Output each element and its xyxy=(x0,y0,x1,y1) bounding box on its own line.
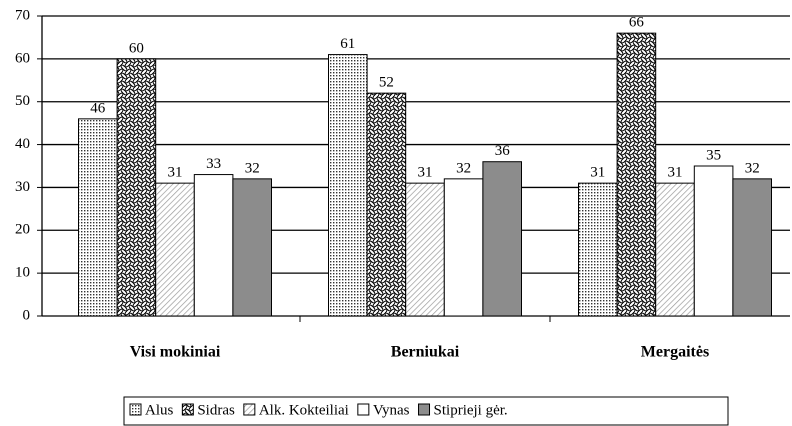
bar xyxy=(78,118,118,317)
x-tick-label: Berniukai xyxy=(391,344,460,361)
y-tick-label: 10 xyxy=(15,265,30,281)
bar xyxy=(732,178,773,317)
bar xyxy=(328,54,368,317)
data-label: 31 xyxy=(590,165,605,181)
data-label: 31 xyxy=(668,165,683,181)
y-tick-label: 20 xyxy=(15,222,30,238)
legend-label: Vynas xyxy=(373,402,410,418)
legend-swatch xyxy=(181,403,194,416)
data-label: 32 xyxy=(456,160,471,176)
data-label: 52 xyxy=(379,75,394,91)
y-tick-label: 70 xyxy=(15,7,30,23)
bar xyxy=(366,92,407,317)
legend-swatch xyxy=(129,403,142,416)
data-label: 66 xyxy=(629,15,645,31)
legend-label: Alk. Kokteiliai xyxy=(259,402,349,418)
y-tick-label: 50 xyxy=(15,93,30,109)
y-tick-label: 60 xyxy=(15,50,30,66)
legend-swatch xyxy=(357,403,370,416)
data-label: 32 xyxy=(245,160,260,176)
bar xyxy=(482,161,522,317)
legend-swatch xyxy=(418,403,431,416)
bar xyxy=(405,182,445,317)
bar xyxy=(232,178,272,317)
bar xyxy=(116,58,157,317)
bar xyxy=(616,32,657,317)
y-tick-label: 30 xyxy=(15,179,30,195)
data-label: 36 xyxy=(495,143,511,159)
data-label: 61 xyxy=(340,36,355,52)
data-label: 60 xyxy=(129,40,144,56)
data-label: 31 xyxy=(418,165,433,181)
data-label: 32 xyxy=(745,160,760,176)
y-tick-label: 0 xyxy=(23,307,31,323)
x-tick-label: Mergaitės xyxy=(641,344,709,361)
data-label: 46 xyxy=(90,100,106,116)
legend-swatch xyxy=(243,403,256,416)
data-label: 35 xyxy=(706,147,721,163)
bar xyxy=(443,178,484,317)
bar xyxy=(693,165,734,317)
bar xyxy=(155,182,195,317)
legend-label: Sidras xyxy=(197,402,235,418)
bar xyxy=(578,182,618,317)
bar xyxy=(193,174,234,317)
legend-label: Alus xyxy=(145,402,174,418)
bar xyxy=(655,182,695,317)
legend-box xyxy=(123,396,729,426)
legend-label: Stiprieji gėr. xyxy=(434,402,508,418)
x-tick-label: Visi mokiniai xyxy=(130,344,221,361)
data-label: 31 xyxy=(168,165,183,181)
y-tick-label: 40 xyxy=(15,136,30,152)
data-label: 33 xyxy=(206,156,221,172)
